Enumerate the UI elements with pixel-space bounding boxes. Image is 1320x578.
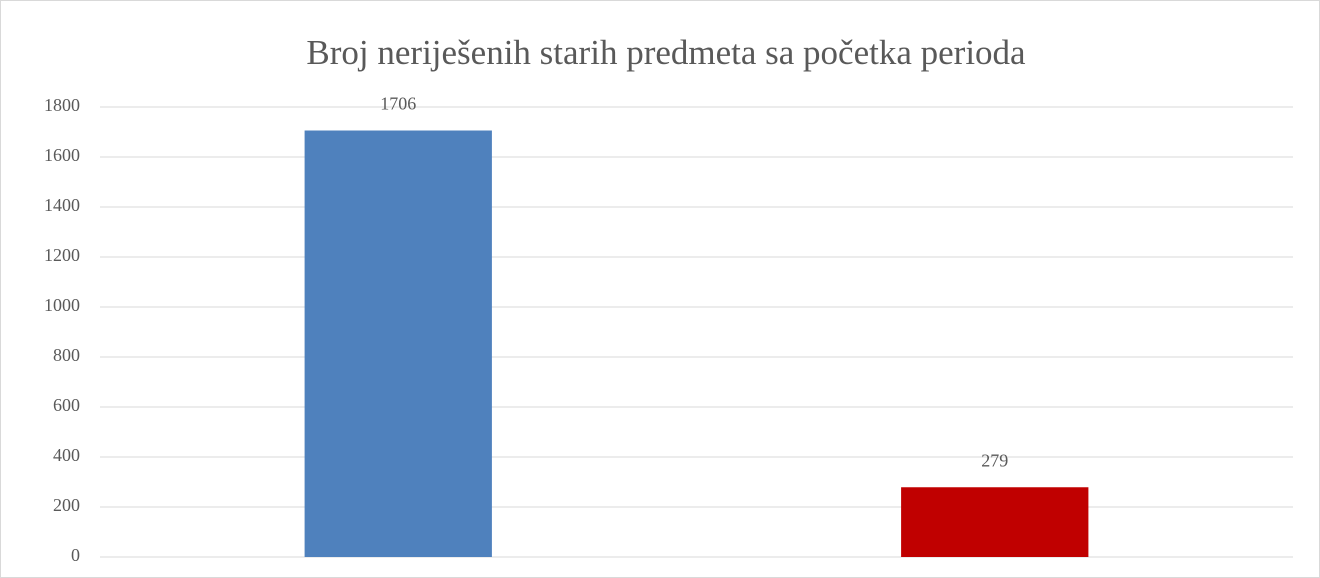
y-tick-label: 1600 xyxy=(44,145,80,165)
bar xyxy=(901,487,1089,557)
data-label: 279 xyxy=(981,450,1008,470)
chart-title: Broj neriješenih starih predmeta sa poče… xyxy=(306,33,1026,72)
y-tick-label: 400 xyxy=(53,445,80,465)
y-tick-label: 1800 xyxy=(44,95,80,115)
y-tick-label: 1400 xyxy=(44,195,80,215)
y-tick-label: 0 xyxy=(71,545,80,565)
y-tick-label: 600 xyxy=(53,395,80,415)
y-tick-label: 800 xyxy=(53,345,80,365)
y-tick-label: 1000 xyxy=(44,295,80,315)
y-tick-label: 200 xyxy=(53,495,80,515)
data-label: 1706 xyxy=(380,94,416,114)
bar xyxy=(304,130,492,557)
y-tick-label: 1200 xyxy=(44,245,80,265)
